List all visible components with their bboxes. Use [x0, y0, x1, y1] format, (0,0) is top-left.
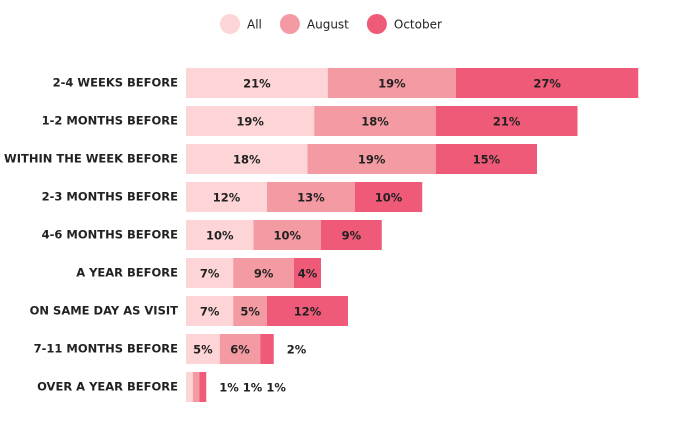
bar-segment: [435, 106, 578, 136]
value-label: 1%: [243, 381, 263, 395]
bar-segment: [327, 68, 456, 98]
bar-segment: [267, 296, 348, 326]
bar-segment: [192, 372, 200, 402]
bar-segment: [456, 68, 639, 98]
bar-segment: [186, 144, 308, 174]
bar-segment: [219, 334, 261, 364]
value-label: 7%: [200, 267, 220, 281]
value-label: 21%: [243, 77, 271, 91]
value-label: 7%: [200, 305, 220, 319]
category-label: 2-3 MONTHS BEFORE: [42, 190, 178, 204]
legend-label: August: [307, 18, 349, 32]
bar-segment: [354, 182, 423, 212]
bar-segment: [267, 182, 355, 212]
category-label: 7-11 MONTHS BEFORE: [34, 342, 178, 356]
bar-segment: [186, 182, 267, 212]
legend-label: October: [394, 18, 442, 32]
category-label: ON SAME DAY AS VISIT: [30, 304, 178, 318]
value-label: 19%: [358, 153, 386, 167]
value-label: 10%: [206, 229, 234, 243]
value-label: 9%: [254, 267, 274, 281]
value-label: 4%: [298, 267, 318, 281]
value-label: 10%: [375, 191, 403, 205]
value-label: 5%: [240, 305, 260, 319]
value-label: 18%: [361, 115, 389, 129]
value-label: 27%: [533, 77, 561, 91]
value-label: 5%: [193, 343, 213, 357]
bar-segment: [233, 296, 267, 326]
bar-segment: [199, 372, 207, 402]
bar-segment: [307, 144, 436, 174]
category-label: A YEAR BEFORE: [76, 266, 178, 280]
value-label: 15%: [473, 153, 501, 167]
category-label: 1-2 MONTHS BEFORE: [42, 114, 178, 128]
legend-label: All: [247, 18, 262, 32]
bar-segment: [314, 106, 436, 136]
value-label: 19%: [236, 115, 264, 129]
bar-segment: [186, 296, 234, 326]
legend-swatch: [279, 14, 300, 34]
value-label: 1%: [219, 381, 239, 395]
value-label: 2%: [287, 343, 307, 357]
category-label: OVER A YEAR BEFORE: [37, 380, 178, 394]
bar-segment: [294, 258, 321, 288]
bar-segment: [186, 106, 315, 136]
value-label: 9%: [342, 229, 362, 243]
category-label: WITHIN THE WEEK BEFORE: [4, 152, 178, 166]
bar-segment: [260, 334, 274, 364]
category-label: 4-6 MONTHS BEFORE: [42, 228, 178, 242]
bar-segment: [186, 68, 328, 98]
value-label: 19%: [378, 77, 406, 91]
bar-segment: [321, 220, 382, 250]
bar-segment: [186, 334, 220, 364]
bar-segment: [435, 144, 537, 174]
value-label: 1%: [266, 381, 286, 395]
legend-swatch: [366, 14, 387, 34]
legend-swatch: [220, 14, 240, 34]
value-label: 13%: [297, 191, 325, 205]
bar-segment: [186, 258, 234, 288]
bar-segment: [253, 220, 321, 250]
value-label: 21%: [493, 115, 521, 129]
value-label: 10%: [273, 229, 301, 243]
bar-segment: [233, 258, 294, 288]
value-label: 6%: [230, 343, 250, 357]
category-label: 2-4 WEEKS BEFORE: [53, 76, 178, 90]
value-label: 18%: [233, 153, 261, 167]
bar-segment: [186, 372, 193, 402]
bar-segment: [186, 220, 254, 250]
value-label: 12%: [294, 305, 322, 319]
value-label: 12%: [213, 191, 241, 205]
